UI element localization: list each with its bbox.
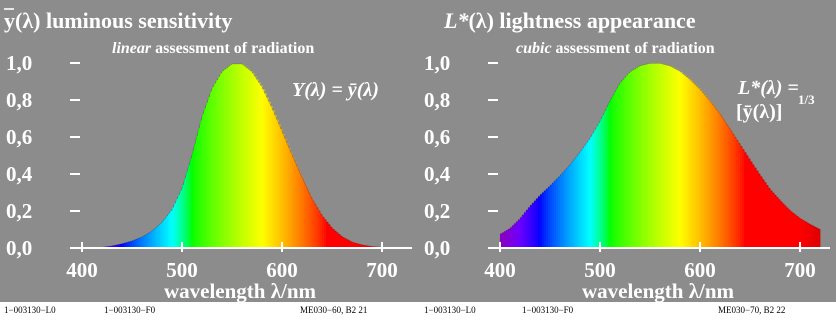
- subtitle-emphasis: cubic: [516, 40, 552, 57]
- x-tick-label: 400: [66, 258, 98, 282]
- y-tick-label: 0,4: [6, 162, 33, 186]
- x-tick-label: 700: [784, 258, 816, 282]
- chart-subtitle: cubic assessment of radiation: [516, 40, 715, 57]
- footer-code-1: 1−003130−L0: [4, 305, 56, 315]
- chart-right: L*(λ) lightness appearance cubic assessm…: [418, 0, 836, 320]
- chart-title: y(λ) luminous sensitivity: [4, 8, 232, 33]
- y-tick-label: 0,0: [424, 236, 450, 260]
- spectrum-strip: [818, 229, 820, 248]
- subtitle-text: assessment of radiation: [151, 40, 314, 57]
- footer-code-5: 1−003130−F0: [522, 305, 573, 315]
- y-tick-label: 0,4: [424, 162, 451, 186]
- y-tick-label: 0,2: [424, 199, 450, 223]
- x-tick-label: 700: [366, 258, 398, 282]
- chart-left: y(λ) luminous sensitivity linear assessm…: [0, 0, 420, 320]
- x-tick-label: 400: [484, 258, 516, 282]
- formula-label-line1: L*(λ) =: [737, 77, 799, 99]
- x-axis-label: wavelength λ/nm: [164, 279, 317, 303]
- footer-code-2: 1−003130−F0: [104, 305, 155, 315]
- y-tick-label: 0,8: [424, 88, 450, 112]
- y-tick-label: 0,2: [6, 199, 32, 223]
- formula-label: Y(λ) = ȳ(λ): [292, 79, 379, 101]
- formula-label-line2: [ȳ(λ)]: [736, 101, 782, 123]
- y-tick-label: 0,8: [6, 88, 32, 112]
- footer-code-3: ME030−60, B2 21: [300, 305, 367, 315]
- x-axis-label: wavelength λ/nm: [582, 279, 735, 303]
- footer-code-6: ME030−70, B2 22: [718, 305, 785, 315]
- y-tick-label: 0,6: [6, 125, 32, 149]
- subtitle-emphasis: linear: [112, 40, 152, 57]
- formula-exponent: 1/3: [798, 92, 815, 107]
- chart-title-text: (λ) lightness appearance: [468, 8, 695, 33]
- chart-subtitle: linear assessment of radiation: [112, 40, 314, 57]
- chart-panel-right: L*(λ) lightness appearance cubic assessm…: [418, 0, 836, 320]
- y-tick-label: 0,0: [6, 236, 32, 260]
- footer-code-4: 1−003130−L0: [424, 305, 476, 315]
- subtitle-text: assessment of radiation: [552, 40, 715, 57]
- chart-title-symbol: L*: [443, 8, 469, 33]
- y-tick-label: 1,0: [6, 51, 32, 75]
- chart-panel-left: y(λ) luminous sensitivity linear assessm…: [0, 0, 420, 320]
- y-tick-label: 0,6: [424, 125, 450, 149]
- chart-title-symbol: y: [4, 8, 15, 33]
- chart-title-text: (λ) luminous sensitivity: [15, 8, 232, 33]
- chart-title: L*(λ) lightness appearance: [443, 8, 696, 33]
- y-tick-label: 1,0: [424, 51, 450, 75]
